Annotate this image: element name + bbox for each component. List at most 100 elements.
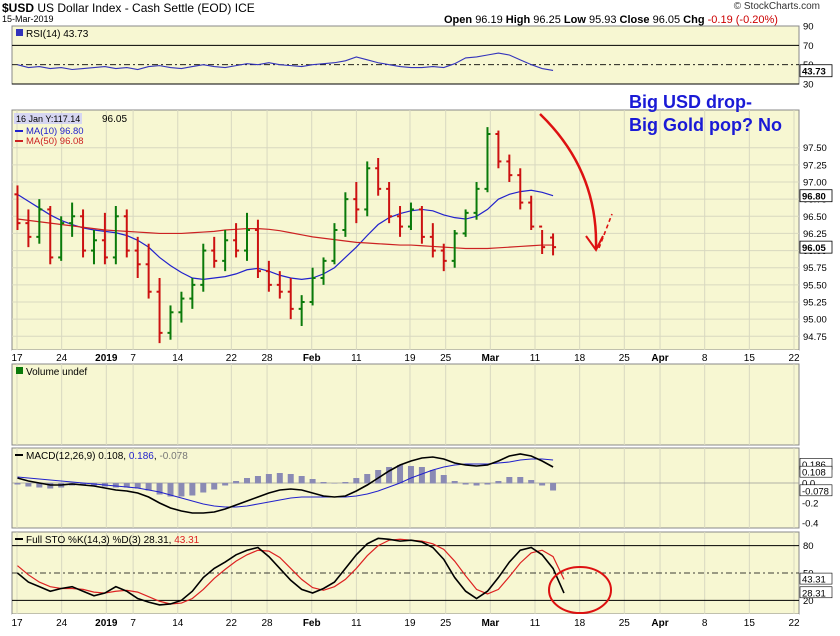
rsi-legend: RSI(14) 43.73 <box>26 29 89 40</box>
macd-histogram-bar <box>112 483 119 488</box>
ohlc-bar <box>440 243 447 272</box>
macd-histogram-bar <box>14 483 21 485</box>
ohlc-bar <box>473 182 480 220</box>
ohlc-bar <box>14 185 21 230</box>
x-axis-2-label: 8 <box>702 618 708 629</box>
low-value: 95.93 <box>588 14 617 26</box>
ohlc-bar <box>462 209 469 237</box>
price-legend-value: 96.05 <box>102 114 127 125</box>
ohlc-bar <box>550 233 557 256</box>
ohlc-bar <box>451 230 458 268</box>
macd-histogram-bar <box>440 475 447 484</box>
macd-histogram-bar <box>539 483 546 486</box>
x-axis-2-label: 11 <box>351 618 362 629</box>
macd-histogram-bar <box>276 473 283 484</box>
price-tick-label: 95.75 <box>803 263 827 274</box>
x-axis-2-label: 19 <box>404 618 416 629</box>
price-tick-label: 97.50 <box>803 143 827 154</box>
macd-histogram-bar <box>429 470 436 484</box>
x-axis-1-label: 15 <box>744 353 756 364</box>
ohlc-bar <box>112 206 119 265</box>
x-axis-2-label: Mar <box>481 618 499 629</box>
x-axis-1-label: 24 <box>56 353 68 364</box>
sto-legend-part: 28.31 <box>144 535 169 546</box>
ohlc-summary: Open 96.19 High 96.25 Low 95.93 Close 96… <box>444 14 778 26</box>
x-axis-1-label: 22 <box>226 353 238 364</box>
x-axis-1-label: 19 <box>404 353 416 364</box>
sto-legend-part: , <box>169 535 175 546</box>
open-label: Open <box>444 14 473 26</box>
rsi-legend-swatch <box>16 29 23 36</box>
macd-legend-part: 0.186 <box>129 451 154 462</box>
macd-histogram-bar <box>407 466 414 484</box>
sto-last-box <box>799 572 833 585</box>
macd-histogram-bar <box>222 483 229 486</box>
x-axis-2-label: 11 <box>530 618 541 629</box>
ohlc-bar <box>495 130 502 169</box>
ohlc-bar <box>298 295 305 326</box>
ohlc-bar <box>69 202 76 237</box>
ohlc-bar <box>386 182 393 224</box>
annotation-line-1: Big USD drop- <box>629 92 752 112</box>
macd-histogram-bar <box>123 483 130 488</box>
sto-k-last-value: 28.31 <box>802 588 826 599</box>
macd-legend-part: 0.108 <box>98 451 123 462</box>
price-tick-label: 94.75 <box>803 332 827 343</box>
x-axis-1-label: 25 <box>440 353 452 364</box>
macd-histogram-bar <box>298 476 305 484</box>
macd-last-box <box>799 465 833 478</box>
chart-title: $USD US Dollar Index - Cash Settle (EOD)… <box>2 1 255 15</box>
x-axis-1-label: 2019 <box>95 353 118 364</box>
x-axis-2-label: 25 <box>440 618 452 629</box>
ohlc-bar <box>484 127 491 193</box>
ohlc-bar <box>364 161 371 217</box>
ohlc-bar <box>418 206 425 244</box>
x-axis-1-label: Apr <box>651 353 668 364</box>
x-axis-2-label: 2019 <box>95 618 118 629</box>
ohlc-bar <box>244 212 251 261</box>
ohlc-bar <box>80 209 87 258</box>
ohlc-bar <box>375 158 382 196</box>
macd-histogram-bar <box>320 482 327 484</box>
ohlc-bar <box>506 154 513 182</box>
ohlc-bar <box>309 267 316 306</box>
ohlc-bar <box>528 195 535 230</box>
macd-histogram-bar <box>397 465 404 484</box>
rsi-tick-label: 70 <box>803 41 814 52</box>
macd-histogram-bar <box>254 476 261 484</box>
sto-last-box <box>799 586 833 599</box>
ohlc-bar <box>407 202 414 230</box>
x-axis-1-label: 11 <box>351 353 362 364</box>
x-axis-1-label: Mar <box>481 353 499 364</box>
macd-tick-label: -0.2 <box>802 499 818 510</box>
ohlc-bar <box>58 216 65 261</box>
ohlc-bar <box>123 209 130 258</box>
macd-histogram-bar <box>178 483 185 497</box>
x-axis-2-label: 24 <box>56 618 68 629</box>
volume-legend-swatch <box>16 367 23 374</box>
high-label: High <box>505 14 531 26</box>
ohlc-bar <box>36 199 43 244</box>
x-axis-1-label: 8 <box>702 353 708 364</box>
ohlc-bar <box>90 230 97 265</box>
macd-histogram-bar <box>386 467 393 484</box>
sto-legend: Full STO %K(14,3) %D(3) 28.31, 43.31 <box>26 535 200 546</box>
x-axis-2-label: 18 <box>574 618 586 629</box>
volume-legend: Volume undef <box>26 367 87 378</box>
ma50-legend: MA(50) 96.08 <box>26 136 84 147</box>
macd-histogram-bar <box>134 483 141 489</box>
exchange: ICE <box>234 1 255 15</box>
x-axis-1-label: 7 <box>130 353 136 364</box>
x-axis-1-label: 18 <box>574 353 586 364</box>
x-axis-2-label: Feb <box>303 618 321 629</box>
price-last-value-box <box>799 240 833 254</box>
ohlc-bar <box>342 192 349 237</box>
ohlc-bar <box>517 168 524 210</box>
macd-last-box <box>799 484 833 497</box>
price-tick-label: 96.50 <box>803 212 827 223</box>
macd-histogram-bar <box>189 483 196 496</box>
macd-tick-label: -0.078 <box>802 486 829 497</box>
macd-histogram-bar <box>517 477 524 484</box>
macd-legend-part: MACD(12,26,9) <box>26 451 98 462</box>
